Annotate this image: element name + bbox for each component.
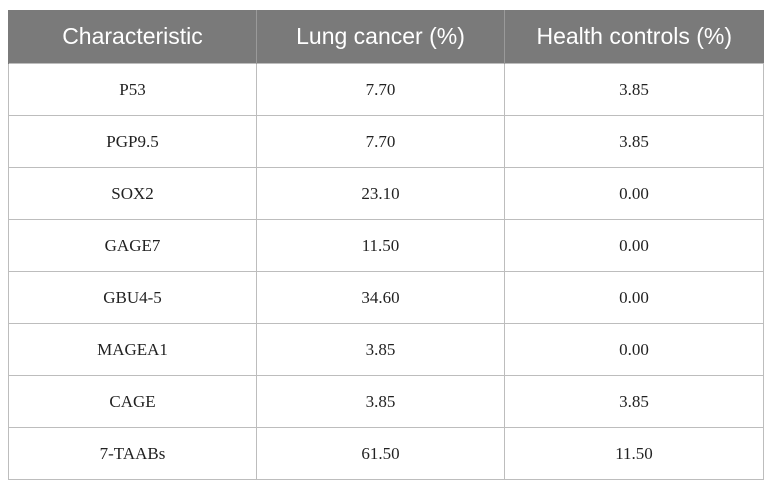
table-row: CAGE 3.85 3.85: [8, 375, 764, 428]
cell-characteristic: PGP9.5: [8, 115, 257, 168]
cell-lung-cancer: 3.85: [256, 323, 505, 376]
table-row: SOX2 23.10 0.00: [8, 167, 764, 220]
cell-lung-cancer: 11.50: [256, 219, 505, 272]
cell-health-controls: 3.85: [504, 115, 764, 168]
header-row: Characteristic Lung cancer (%) Health co…: [8, 10, 764, 64]
cell-lung-cancer: 23.10: [256, 167, 505, 220]
cell-characteristic: SOX2: [8, 167, 257, 220]
cell-health-controls: 3.85: [504, 375, 764, 428]
cell-characteristic: GBU4-5: [8, 271, 257, 324]
antibody-table: Characteristic Lung cancer (%) Health co…: [8, 10, 764, 480]
cell-lung-cancer: 61.50: [256, 427, 505, 480]
table-header: Characteristic Lung cancer (%) Health co…: [8, 10, 764, 64]
table-row: GAGE7 11.50 0.00: [8, 219, 764, 272]
cell-characteristic: 7-TAABs: [8, 427, 257, 480]
table-row: P53 7.70 3.85: [8, 63, 764, 116]
table-row: MAGEA1 3.85 0.00: [8, 323, 764, 376]
cell-lung-cancer: 34.60: [256, 271, 505, 324]
cell-characteristic: MAGEA1: [8, 323, 257, 376]
cell-health-controls: 3.85: [504, 63, 764, 116]
header-characteristic: Characteristic: [8, 10, 257, 64]
table-row: PGP9.5 7.70 3.85: [8, 115, 764, 168]
table-row: 7-TAABs 61.50 11.50: [8, 427, 764, 480]
cell-lung-cancer: 3.85: [256, 375, 505, 428]
header-health-controls: Health controls (%): [504, 10, 764, 64]
cell-health-controls: 0.00: [504, 219, 764, 272]
cell-characteristic: GAGE7: [8, 219, 257, 272]
data-table-container: Characteristic Lung cancer (%) Health co…: [8, 10, 764, 480]
cell-characteristic: CAGE: [8, 375, 257, 428]
cell-health-controls: 0.00: [504, 167, 764, 220]
table-row: GBU4-5 34.60 0.00: [8, 271, 764, 324]
header-lung-cancer: Lung cancer (%): [256, 10, 505, 64]
cell-lung-cancer: 7.70: [256, 115, 505, 168]
cell-health-controls: 11.50: [504, 427, 764, 480]
cell-characteristic: P53: [8, 63, 257, 116]
cell-lung-cancer: 7.70: [256, 63, 505, 116]
cell-health-controls: 0.00: [504, 323, 764, 376]
table-body: P53 7.70 3.85 PGP9.5 7.70 3.85 SOX2 23.1…: [8, 63, 764, 480]
cell-health-controls: 0.00: [504, 271, 764, 324]
